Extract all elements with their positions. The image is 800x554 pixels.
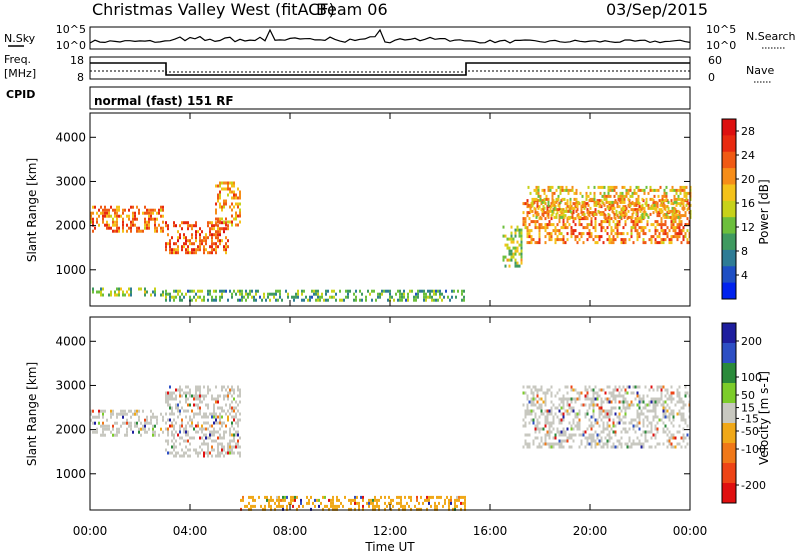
velocity-heatmap [90, 385, 691, 511]
noise-tick-right-top: 10^5 [706, 23, 736, 36]
freq-label: Freq. [4, 53, 31, 66]
colorbar-tick-label: 15 [741, 402, 755, 415]
echo-band [522, 385, 691, 449]
noise-sky-line [89, 28, 691, 44]
noise-tick-left-top: 10^5 [56, 23, 86, 36]
colorbar-segment [722, 483, 736, 504]
colorbar-tick-label: 16 [741, 197, 755, 210]
echo-band [90, 205, 164, 233]
nave-line [90, 70, 690, 73]
y-tick-label: 1000 [55, 263, 86, 277]
colorbar-segment [722, 135, 736, 153]
colorbar-tick-label: 12 [741, 221, 755, 234]
colorbar-tick-label: 4 [741, 269, 748, 282]
colorbar-tick-label: -15 [741, 412, 759, 425]
echo-band [527, 185, 692, 219]
power-panel-frame [89, 112, 691, 307]
velocity-ylabel: Slant Range [km] [25, 362, 39, 466]
colorbar-tick-label: 8 [741, 245, 748, 258]
noise-tick-right-bottom: 10^0 [706, 39, 736, 52]
y-tick-label: 3000 [55, 174, 86, 188]
echo-band [502, 225, 523, 268]
colorbar-segment [722, 403, 736, 424]
colorbar-segment [722, 282, 736, 300]
echo-band [165, 385, 241, 458]
colorbar-tick-label: -200 [741, 479, 766, 492]
cpid-text: normal (fast) 151 RF [94, 94, 234, 108]
colorbar-segment [722, 383, 736, 404]
figure-title: Christmas Valley West (fitACF) [92, 0, 335, 19]
colorbar-segment [722, 423, 736, 444]
freq-tick-top: 18 [70, 54, 84, 67]
colorbar-tick-label: 28 [741, 125, 755, 138]
x-tick-label: 20:00 [573, 524, 608, 538]
nave-tick-bottom: 0 [708, 71, 715, 84]
echo-band [165, 289, 465, 302]
x-axis-label: Time UT [364, 540, 415, 554]
freq-line [90, 62, 690, 76]
colorbar-segment [722, 168, 736, 185]
echo-band [215, 181, 241, 227]
freq-tick-bottom: 8 [77, 71, 84, 84]
echo-band [92, 287, 164, 297]
y-tick-label: 2000 [55, 423, 86, 437]
colorbar-tick-label: 50 [741, 389, 755, 402]
y-tick-label: 4000 [55, 334, 86, 348]
y-tick-label: 2000 [55, 219, 86, 233]
colorbar-segment [722, 443, 736, 464]
y-tick-label: 1000 [55, 467, 86, 481]
colorbar-segment [722, 184, 736, 202]
colorbar-tick-label: 20 [741, 173, 755, 186]
noise-panel [89, 26, 691, 50]
power-ylabel: Slant Range [km] [25, 158, 39, 262]
y-tick-label: 3000 [55, 378, 86, 392]
echo-band [165, 221, 229, 255]
colorbar-segment [722, 217, 736, 235]
colorbar-tick-label: -100 [741, 443, 766, 456]
colorbar-tick-label: 100 [741, 371, 762, 384]
echo-band [240, 495, 466, 511]
freq-panel [89, 56, 691, 80]
colorbar-segment [722, 151, 736, 169]
colorbar-segment [722, 343, 736, 364]
power-colorbar: 4 8 12 16 20 24 28 [721, 118, 755, 300]
power-heatmap [90, 181, 692, 302]
date-label: 03/Sep/2015 [606, 0, 708, 19]
colorbar-tick-label: 24 [741, 149, 755, 162]
colorbar-segment [722, 233, 736, 251]
x-tick-label: 04:00 [173, 524, 208, 538]
colorbar-segment [722, 363, 736, 384]
colorbar-frame [721, 118, 737, 300]
cpid-panel [89, 86, 691, 110]
colorbar-frame [721, 322, 737, 504]
colorbar-segment [722, 266, 736, 284]
colorbar-tick-label: 200 [741, 335, 762, 348]
colorbar-segment [722, 249, 736, 267]
nave-tick-top: 60 [708, 54, 722, 67]
power-colorbar-label: Power [dB] [757, 179, 771, 244]
x-tick-label: 16:00 [473, 524, 508, 538]
y-tick-label: 4000 [55, 130, 86, 144]
colorbar-segment [722, 200, 736, 218]
nave-label: Nave [746, 64, 774, 77]
freq-unit-label: [MHz] [4, 67, 36, 80]
nsky-label: N.Sky [4, 32, 36, 45]
cpid-label: CPID [6, 88, 35, 101]
velocity-colorbar-label: Velocity [m s-1] [757, 371, 771, 465]
x-tick-label: 08:00 [273, 524, 308, 538]
beam-label: Beam 06 [316, 0, 388, 19]
noise-tick-left-bottom: 10^0 [56, 39, 86, 52]
x-tick-label: 00:00 [73, 524, 108, 538]
colorbar-segment [722, 463, 736, 484]
x-tick-label: 00:00 [673, 524, 708, 538]
nsearch-label: N.Search [746, 30, 796, 43]
x-tick-label: 12:00 [373, 524, 408, 538]
colorbar-tick-label: -50 [741, 425, 759, 438]
echo-band [90, 409, 164, 437]
colorbar-segment [722, 119, 736, 136]
colorbar-segment [722, 323, 736, 344]
